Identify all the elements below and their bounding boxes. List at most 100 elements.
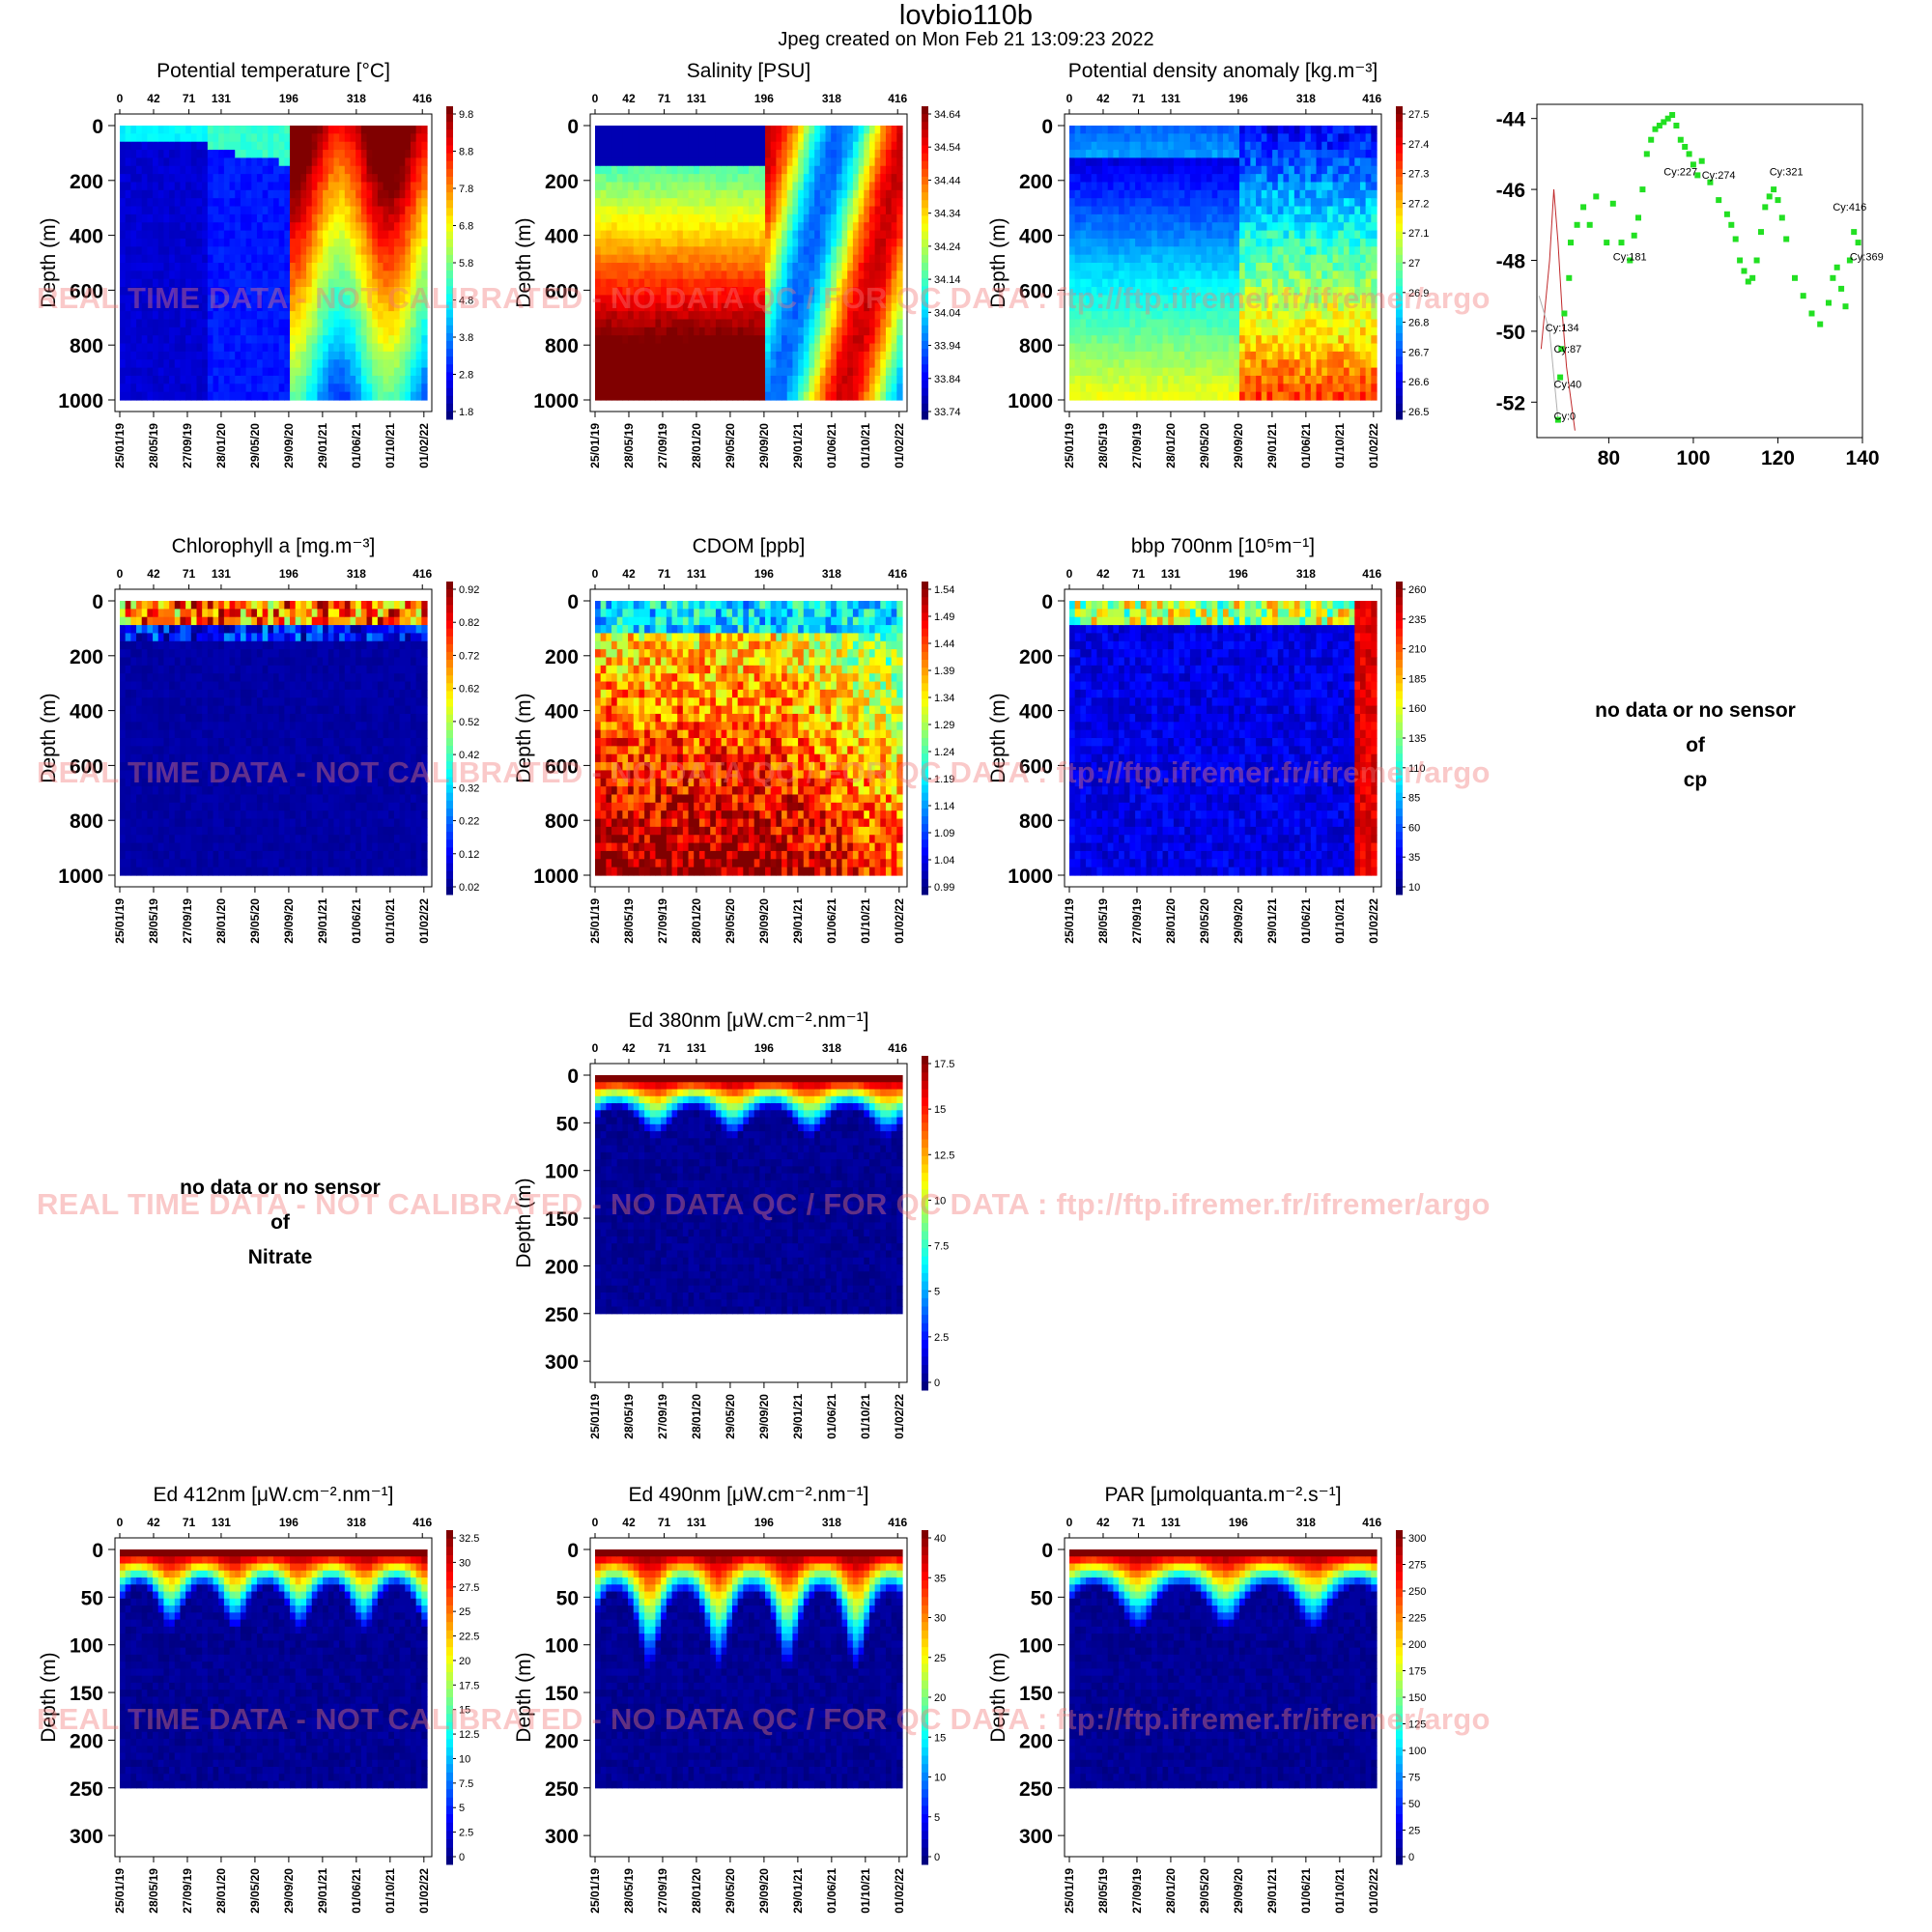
heatmap-cell — [1195, 359, 1202, 369]
heatmap-cell — [185, 182, 192, 191]
heatmap-cell — [372, 302, 379, 312]
heatmap-cell — [262, 335, 269, 345]
heatmap-cell — [190, 384, 198, 393]
heatmap-cell — [606, 263, 612, 271]
heatmap-cell — [1189, 246, 1197, 256]
heatmap-cell — [273, 319, 280, 328]
heatmap-cell — [1123, 263, 1131, 271]
heatmap-cell — [1086, 343, 1093, 353]
heatmap-cell — [765, 391, 772, 401]
heatmap-cell — [196, 375, 203, 384]
heatmap-cell — [616, 189, 623, 199]
heatmap-cell — [781, 165, 788, 175]
heatmap-cell — [125, 270, 131, 280]
heatmap-cell — [130, 165, 137, 175]
heatmap-cell — [622, 278, 629, 288]
heatmap-cell — [169, 150, 176, 159]
heatmap-cell — [753, 254, 760, 264]
heatmap-cell — [885, 270, 893, 280]
heatmap-cell — [1184, 189, 1191, 199]
heatmap-cell — [1179, 335, 1185, 345]
heatmap-cell — [841, 278, 848, 288]
heatmap-cell — [1140, 157, 1148, 167]
heatmap-cell — [333, 126, 340, 134]
heatmap-cell — [245, 182, 252, 191]
colorbar-swatch — [446, 372, 453, 381]
heatmap-cell — [770, 126, 777, 134]
heatmap-cell — [235, 246, 242, 256]
heatmap-cell — [1074, 133, 1081, 143]
heatmap-cell — [213, 270, 219, 280]
heatmap-cell — [858, 351, 865, 360]
heatmap-cell — [125, 384, 131, 393]
heatmap-cell — [786, 359, 794, 369]
heatmap-cell — [798, 351, 805, 360]
heatmap-cell — [421, 126, 428, 134]
heatmap-cell — [141, 351, 148, 360]
heatmap-cell — [792, 375, 799, 384]
heatmap-cell — [333, 384, 340, 393]
heatmap-cell — [317, 311, 324, 321]
heatmap-cell — [1091, 141, 1097, 151]
heatmap-cell — [1201, 295, 1208, 304]
heatmap-cell — [776, 295, 782, 304]
heatmap-cell — [1123, 182, 1131, 191]
heatmap-cell — [1211, 198, 1218, 208]
heatmap-cell — [649, 384, 657, 393]
heatmap-cell — [666, 335, 673, 345]
heatmap-cell — [1217, 206, 1224, 215]
heatmap-cell — [1140, 230, 1148, 240]
heatmap-cell — [355, 359, 362, 369]
heatmap-cell — [825, 157, 832, 167]
heatmap-cell — [841, 174, 848, 184]
heatmap-cell — [377, 359, 384, 369]
heatmap-cell — [141, 270, 148, 280]
heatmap-cell — [880, 230, 887, 240]
heatmap-cell — [633, 287, 640, 297]
heatmap-cell — [798, 198, 805, 208]
heatmap-cell — [136, 343, 143, 353]
heatmap-cell — [803, 295, 810, 304]
heatmap-cell — [1173, 238, 1180, 247]
heatmap-cell — [891, 327, 897, 336]
heatmap-cell — [595, 174, 602, 184]
heatmap-cell — [896, 174, 903, 184]
heatmap-cell — [803, 165, 810, 175]
heatmap-cell — [1151, 238, 1158, 247]
heatmap-cell — [644, 222, 651, 232]
heatmap-cell — [1069, 311, 1076, 321]
heatmap-cell — [278, 150, 285, 159]
heatmap-cell — [1080, 311, 1087, 321]
heatmap-cell — [415, 359, 422, 369]
heatmap-cell — [421, 278, 428, 288]
heatmap-cell — [421, 335, 428, 345]
heatmap-cell — [306, 270, 313, 280]
heatmap-cell — [666, 206, 673, 215]
heatmap-cell — [153, 270, 159, 280]
heatmap-cell — [273, 359, 280, 369]
heatmap-cell — [1211, 126, 1218, 134]
heatmap-cell — [185, 133, 192, 143]
colorbar-label: 33.94 — [934, 341, 961, 353]
heatmap-cell — [415, 351, 422, 360]
heatmap-cell — [323, 198, 329, 208]
colorbar-swatch — [446, 286, 453, 295]
heatmap-cell — [372, 222, 379, 232]
heatmap-cell — [825, 287, 832, 297]
heatmap-cell — [731, 351, 739, 360]
heatmap-cell — [235, 359, 242, 369]
heatmap-cell — [633, 311, 640, 321]
heatmap-cell — [410, 150, 417, 159]
heatmap-cell — [1184, 375, 1191, 384]
heatmap-cell — [393, 198, 401, 208]
heatmap-cell — [1217, 367, 1224, 377]
heatmap-cell — [726, 287, 733, 297]
heatmap-cell — [1168, 165, 1175, 175]
heatmap-cell — [836, 213, 843, 223]
heatmap-cell — [1091, 359, 1097, 369]
heatmap-cell — [819, 254, 827, 264]
colorbar-swatch — [922, 200, 928, 209]
heatmap-cell — [649, 343, 657, 353]
cycle-tick-label: 71 — [658, 92, 671, 105]
heatmap-cell — [622, 351, 629, 360]
